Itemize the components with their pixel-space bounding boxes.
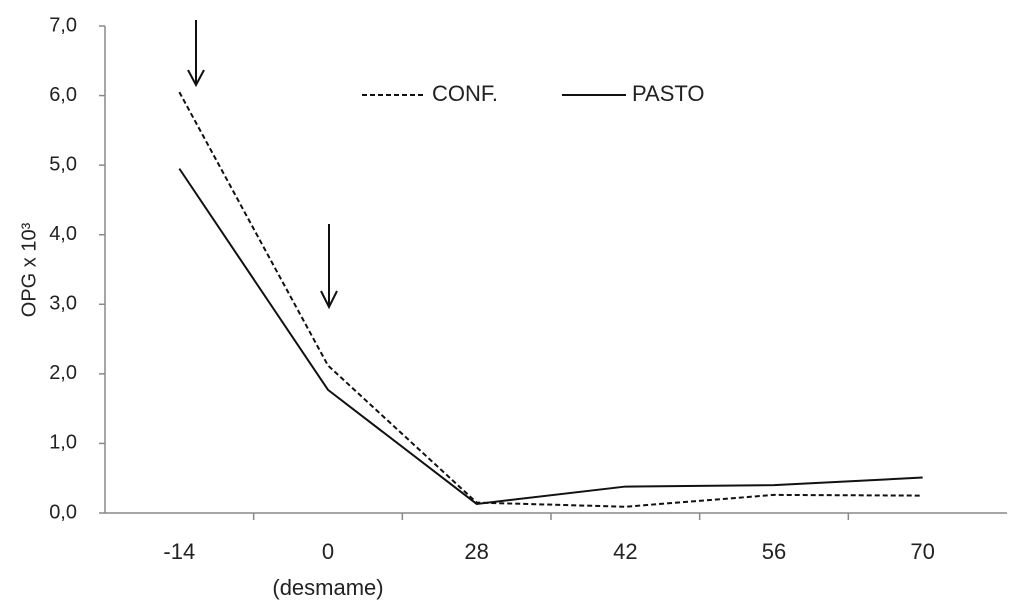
y-tick-label: 1,0 (49, 432, 77, 454)
y-tick-label: 3,0 (49, 293, 77, 315)
x-tick-label: -14 (163, 539, 195, 564)
y-axis-label: OPG x 10³ (18, 222, 40, 317)
x-tick-label: 56 (762, 539, 786, 564)
y-tick-label: 4,0 (49, 223, 77, 245)
legend-label: CONF. (432, 81, 498, 106)
x-tick-label: 70 (910, 539, 934, 564)
arrow-head (187, 69, 205, 88)
x-tick-label: 42 (613, 539, 637, 564)
x-tick-sublabel: (desmame) (272, 575, 383, 600)
arrow-head (320, 290, 338, 310)
x-tick-label: 28 (464, 539, 488, 564)
x-tick-label: 0 (322, 539, 334, 564)
legend-label: PASTO (632, 81, 705, 106)
y-tick-label: 0,0 (49, 501, 77, 523)
y-tick-label: 7,0 (49, 14, 77, 36)
y-tick-label: 6,0 (49, 84, 77, 106)
data-line (178, 91, 923, 508)
y-tick-label: 2,0 (49, 362, 77, 384)
data-line (178, 168, 923, 505)
y-tick-label: 5,0 (49, 153, 77, 175)
